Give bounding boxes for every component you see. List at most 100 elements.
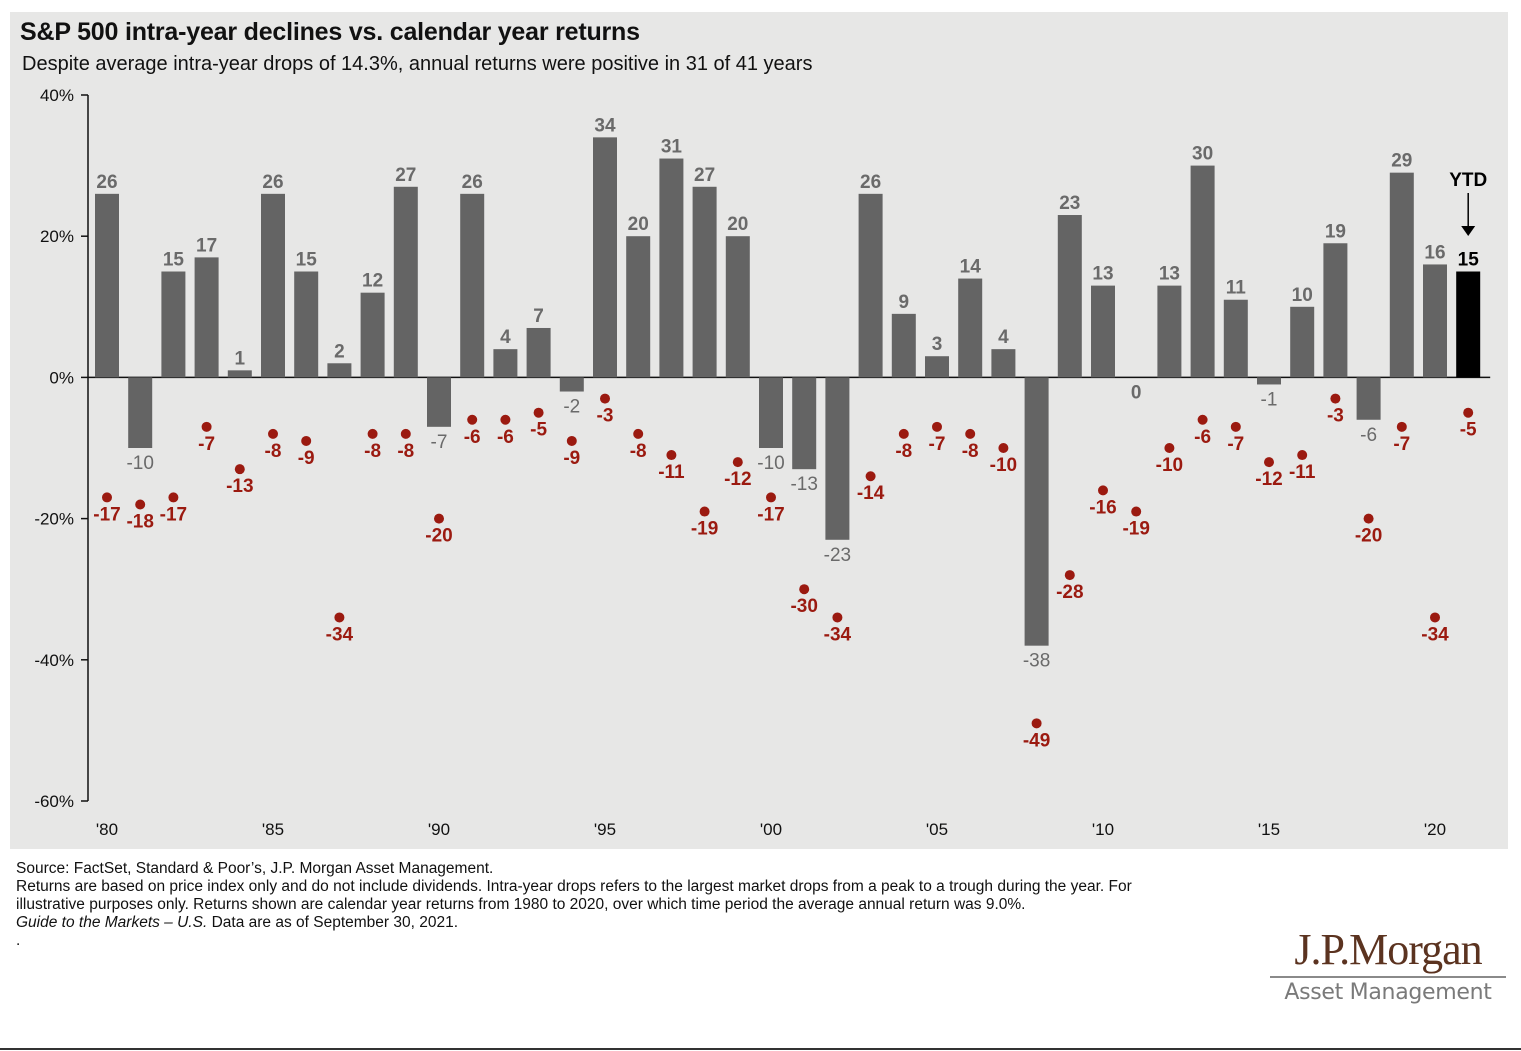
- ytd-arrow-head-icon: [1461, 226, 1476, 236]
- trailing-dot: .: [16, 932, 21, 949]
- return-bar: [294, 271, 319, 378]
- declines-series: [102, 393, 1474, 729]
- return-value-label: -7: [431, 432, 448, 453]
- decline-dot: [201, 421, 212, 432]
- decline-dot: [965, 428, 976, 439]
- return-value-label: 16: [1424, 242, 1445, 263]
- return-value-label: 20: [628, 214, 649, 235]
- x-tick-label: '05: [926, 820, 948, 839]
- decline-value-label: -8: [397, 441, 414, 462]
- return-value-label: 26: [262, 172, 283, 193]
- x-tick-label: '80: [96, 820, 118, 839]
- return-value-label: 7: [533, 306, 544, 327]
- y-tick-label: -40%: [34, 651, 74, 670]
- return-value-label: 14: [960, 257, 982, 278]
- axes: 40% 20% 0% -20% -40% -60% '80 '85 '90 '95 '00 '05 '1…: [34, 86, 1491, 839]
- logo-wordmark: J.P.Morgan: [1294, 925, 1482, 974]
- return-value-label: 4: [500, 327, 511, 348]
- decline-value-label: -8: [364, 441, 381, 462]
- decline-value-label: -6: [497, 427, 514, 448]
- return-value-label: 3: [932, 334, 943, 355]
- return-bar: [427, 377, 451, 427]
- decline-dot: [1363, 513, 1374, 524]
- decline-value-label: -8: [962, 441, 979, 462]
- return-value-label: 17: [196, 235, 217, 256]
- return-bar: [1057, 215, 1082, 378]
- decline-dot: [1064, 570, 1075, 581]
- decline-dot: [334, 612, 345, 623]
- decline-value-label: -10: [990, 455, 1017, 476]
- decline-dot: [732, 457, 743, 468]
- decline-value-label: -8: [630, 441, 647, 462]
- decline-dot: [1396, 421, 1407, 432]
- decline-value-label: -34: [326, 624, 354, 645]
- decline-dot: [699, 506, 710, 517]
- decline-value-label: -17: [757, 504, 784, 525]
- return-value-label: 9: [899, 292, 910, 313]
- return-bar: [1423, 264, 1447, 378]
- footnotes: Source: FactSet, Standard & Poor’s, J.P.…: [16, 860, 1196, 950]
- decline-dot: [932, 421, 942, 432]
- return-value-label: -38: [1023, 651, 1050, 672]
- guide-title: Guide to the Markets – U.S.: [16, 914, 208, 931]
- return-bar: [493, 349, 518, 378]
- decline-value-label: -49: [1023, 730, 1050, 751]
- return-value-label: -10: [126, 453, 153, 474]
- decline-dot: [1330, 393, 1341, 404]
- decline-dot: [998, 443, 1009, 453]
- y-tick-label: 40%: [40, 86, 74, 105]
- decline-dot: [1430, 612, 1440, 623]
- return-value-label: 0: [1131, 382, 1142, 403]
- decline-dot: [168, 492, 179, 503]
- decline-dot: [865, 471, 876, 482]
- return-value-label: 10: [1292, 285, 1313, 306]
- bars-series: [95, 137, 1481, 646]
- return-bar: [360, 292, 385, 378]
- decline-dot: [301, 435, 312, 446]
- return-value-label: -2: [563, 397, 580, 418]
- decline-value-label: -6: [1194, 427, 1211, 448]
- x-tick-label: '85: [262, 820, 284, 839]
- return-bar: [393, 186, 418, 378]
- return-bar: [95, 193, 119, 378]
- return-bar: [792, 377, 817, 470]
- decline-dot: [533, 407, 544, 418]
- decline-value-label: -11: [658, 462, 685, 483]
- return-bar: [759, 377, 783, 448]
- return-value-label: 30: [1192, 144, 1213, 165]
- decline-dot: [666, 450, 677, 461]
- return-value-label: 13: [1159, 264, 1180, 285]
- return-bar: [958, 278, 983, 378]
- decline-value-label: -10: [1156, 455, 1183, 476]
- x-tick-label: '00: [760, 820, 782, 839]
- x-tick-label: '95: [594, 820, 616, 839]
- ytd-annotation: YTD: [1449, 170, 1487, 236]
- decline-dot: [102, 492, 112, 503]
- return-value-label: 11: [1226, 278, 1247, 299]
- decline-value-label: -19: [1122, 519, 1149, 540]
- decline-dot: [434, 513, 444, 524]
- decline-value-label: -13: [226, 476, 253, 497]
- return-value-label: 15: [296, 250, 318, 271]
- return-value-label: 23: [1059, 193, 1080, 214]
- decline-dot: [135, 499, 146, 510]
- return-bar: [825, 377, 850, 540]
- return-bar: [891, 313, 916, 378]
- chart: 40% 20% 0% -20% -40% -60% '80 '85 '90 '95 '00 '05 '1…: [34, 86, 1491, 839]
- decline-value-label: -34: [824, 624, 852, 645]
- decline-dot: [633, 428, 644, 439]
- bottom-divider: [0, 1048, 1521, 1050]
- return-bar: [925, 356, 949, 378]
- y-tick-label: -20%: [34, 510, 74, 529]
- decline-value-label: -30: [790, 596, 817, 617]
- return-bar: [327, 363, 352, 378]
- return-bar: [261, 193, 285, 378]
- return-value-label: 27: [395, 165, 416, 186]
- decline-dot: [1297, 450, 1308, 461]
- decline-dot: [400, 428, 411, 439]
- decline-value-label: -7: [929, 434, 946, 455]
- x-tick-label: '10: [1092, 820, 1114, 839]
- return-value-label: 15: [163, 250, 185, 271]
- return-value-label: -23: [824, 545, 851, 566]
- return-bar: [227, 370, 252, 378]
